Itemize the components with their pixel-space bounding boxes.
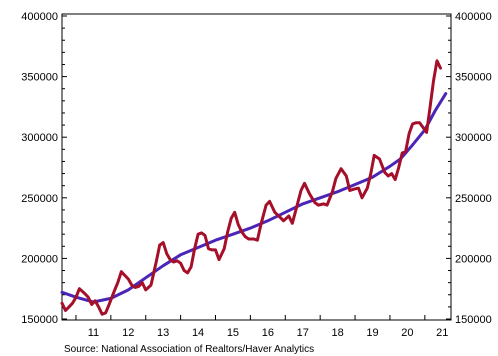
x-tick-label: 20 xyxy=(401,327,413,339)
series-line-actual xyxy=(60,59,442,316)
x-tick-label: 18 xyxy=(331,327,343,339)
y-tick-label-left: 350000 xyxy=(21,72,58,84)
series-line-trend xyxy=(60,92,448,304)
y-tick-label-right: 300000 xyxy=(455,132,492,144)
x-tick-label: 13 xyxy=(157,327,169,339)
source-note: Source: National Association of Realtors… xyxy=(64,344,315,355)
right-y-axis: 150000 200000 250000 300000 350000 400000 xyxy=(446,11,492,326)
x-tick-label: 17 xyxy=(297,327,309,339)
x-tick-label: 14 xyxy=(192,327,204,339)
y-tick-label-right: 150000 xyxy=(455,314,492,326)
plot-frame xyxy=(61,13,452,321)
y-tick-label-left: 250000 xyxy=(21,193,58,205)
y-tick-label-right: 200000 xyxy=(455,253,492,265)
x-tick-label: 16 xyxy=(262,327,274,339)
y-tick-label-left: 300000 xyxy=(21,132,58,144)
y-tick-label-left: 200000 xyxy=(21,253,58,265)
x-tick-label: 19 xyxy=(366,327,378,339)
left-y-axis: 150000 200000 250000 300000 350000 400000 xyxy=(21,11,67,326)
x-tick-label: 21 xyxy=(436,327,448,339)
x-tick-label: 15 xyxy=(227,327,239,339)
y-tick-label-right: 250000 xyxy=(455,193,492,205)
y-tick-label-right: 400000 xyxy=(455,11,492,23)
x-tick-label: 12 xyxy=(122,327,134,339)
y-tick-label-right: 350000 xyxy=(455,72,492,84)
y-tick-label-left: 400000 xyxy=(21,11,58,23)
x-axis: 11 12 13 14 15 16 17 18 19 20 21 xyxy=(75,315,448,339)
x-tick-label: 11 xyxy=(88,327,99,339)
series-layer xyxy=(60,59,448,316)
y-tick-label-left: 150000 xyxy=(21,314,58,326)
